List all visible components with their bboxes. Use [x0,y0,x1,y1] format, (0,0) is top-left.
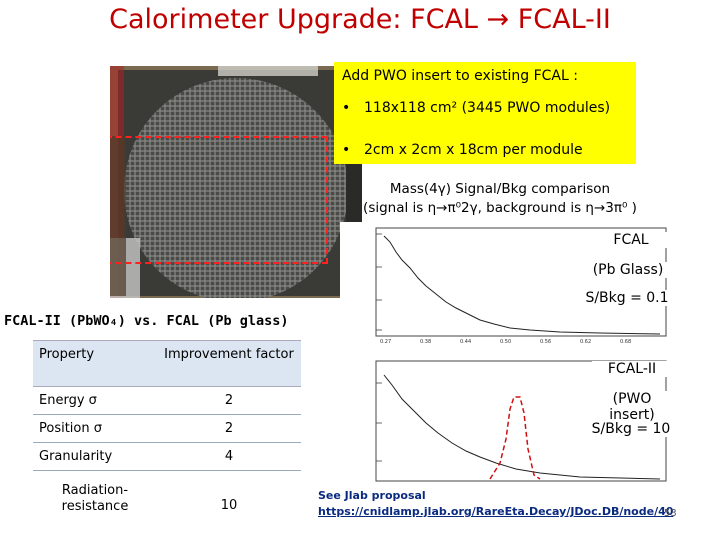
row-property: Energy σ [33,386,157,415]
row-factor: 2 [157,414,301,443]
svg-text:0.68: 0.68 [620,339,631,345]
table-header-row: Property Improvement factor [33,340,301,387]
detector-photo [110,66,362,298]
table-row: Energy σ 2 [33,386,301,415]
insert-bullet-module: • 2cm x 2cm x 18cm per module [342,142,583,158]
row-factor: 4 [157,442,301,471]
row-property: Granularity [33,442,157,471]
reference-label: See Jlab proposal [318,489,426,502]
header-property: Property [33,340,157,387]
page-number: 53 [664,508,677,519]
improvement-table: Property Improvement factor Energy σ 2 P… [33,340,301,527]
row-factor: 10 [220,498,238,514]
svg-text:0.62: 0.62 [580,339,591,345]
fcal2-ratio-label: S/Bkg = 10 [588,421,674,437]
fcal2-sub-label: (PWO insert) [590,391,674,423]
comparison-line1: Mass(4γ) Signal/Bkg comparison [389,181,611,197]
svg-text:0.27: 0.27 [380,339,391,345]
table-row: Radiation-resistance 10 [33,471,301,527]
fcal2-mass-plot: FCAL-II (PWO insert) S/Bkg = 10 [340,353,674,487]
insert-bullet-size: • 118x118 cm² (3445 PWO modules) [342,100,611,116]
fcal2-label: FCAL-II [592,361,672,377]
svg-text:0.56: 0.56 [540,339,551,345]
fcal-label: FCAL [594,232,668,248]
table-row: Position σ 2 [33,414,301,443]
svg-text:0.38: 0.38 [420,339,431,345]
insert-info-box: Add PWO insert to existing FCAL : • 118x1… [334,62,636,164]
fcal-sub-label: (Pb Glass) [586,262,670,278]
reference-note: See Jlab proposal https://cnidlamp.jlab.… [318,488,673,520]
pwo-insert-outline [110,136,328,264]
table-row: Granularity 4 [33,442,301,471]
slide-title: Calorimeter Upgrade: FCAL → FCAL-II [109,4,611,35]
fcal-ratio-label: S/Bkg = 0.1 [580,290,674,306]
svg-text:0.50: 0.50 [500,339,511,345]
row-factor: 2 [157,386,301,415]
svg-text:0.44: 0.44 [460,339,471,345]
insert-heading: Add PWO insert to existing FCAL : [342,68,578,84]
table-title: FCAL-II (PbWO₄) vs. FCAL (Pb glass) [4,313,289,329]
fcal-mass-plot: 0.27 0.38 0.44 0.50 0.56 0.62 0.68 FCAL (Pb G… [340,222,674,350]
row-property: Position σ [33,414,157,443]
header-improvement: Improvement factor [157,340,301,387]
comparison-line2: (signal is η→π⁰2γ, background is η→3π⁰ ) [363,200,637,216]
row-property: Radiation-resistance [61,482,129,514]
comparison-caption: Mass(4γ) Signal/Bkg comparison (signal i… [330,180,670,218]
reference-link[interactable]: https://cnidlamp.jlab.org/RareEta.Decay/… [318,505,674,518]
